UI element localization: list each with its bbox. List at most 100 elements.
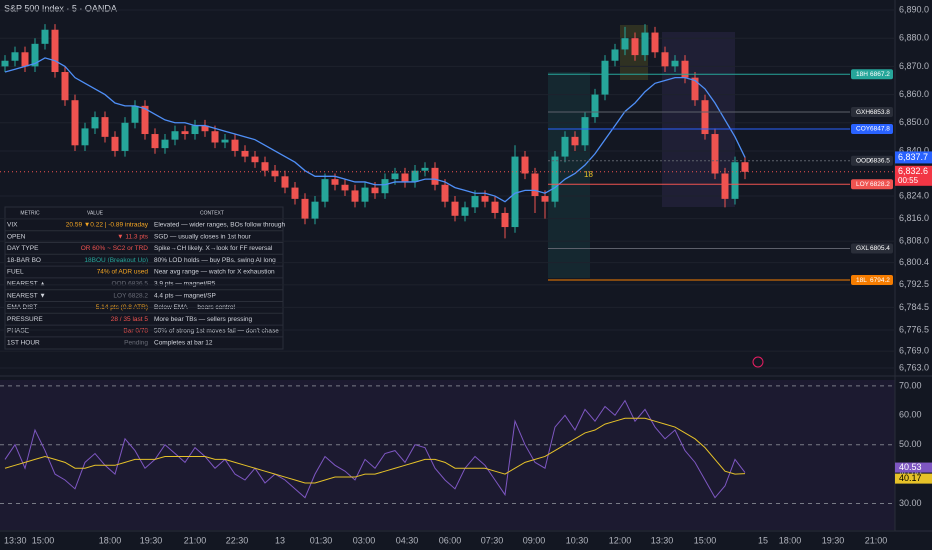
candle-body: [451, 201, 459, 216]
candle-body: [251, 156, 259, 163]
level-tag: [851, 275, 893, 286]
value-tag-label: 40.53: [899, 462, 922, 472]
x-tick-label: 19:30: [140, 535, 163, 545]
candle-body: [591, 94, 599, 118]
candle-body: [61, 72, 69, 101]
level-name: LOY: [856, 181, 870, 188]
level-name: OOD: [856, 158, 871, 165]
candle-body: [151, 134, 159, 149]
info-table: METRIC VALUE CONTEXT VIX 20.59 ▼0.22 | -0.89…: [4, 206, 286, 350]
ema-tag-label: 6,837.7: [898, 152, 928, 162]
table-cell: 50% of strong 1st moves fail — don't cha…: [154, 328, 279, 335]
candle-body: [711, 134, 719, 174]
x-tick-label: 18:00: [99, 535, 122, 545]
alert-icon[interactable]: [752, 356, 764, 368]
x-tick-label: 15: [758, 535, 768, 545]
candle-body: [651, 32, 659, 53]
candle-body: [201, 125, 209, 132]
table-cell: LOY 6828.2: [113, 292, 148, 299]
candle-body: [391, 173, 399, 180]
candle-body: [291, 187, 299, 199]
table-cell: 4.4 pts — magnet/SP: [154, 292, 216, 299]
table-header: VALUE: [87, 210, 104, 216]
candle-body: [81, 128, 89, 146]
candle-body: [91, 117, 99, 129]
candle-body: [611, 49, 619, 61]
candle-body: [691, 77, 699, 101]
x-tick-label: 01:30: [310, 535, 333, 545]
x-tick-label: 13: [275, 535, 285, 545]
candle-body: [241, 150, 249, 157]
candle-body: [131, 105, 139, 123]
x-tick-label: 13:30: [651, 535, 674, 545]
level-value: 6867.2: [870, 71, 890, 78]
x-tick-label: 21:00: [865, 535, 888, 545]
candle-body: [471, 196, 479, 208]
x-tick-label: 10:30: [566, 535, 589, 545]
candle-body: [311, 201, 319, 219]
candle-body: [481, 196, 489, 202]
table-cell: OPEN: [7, 233, 26, 240]
value-tag-label: 40.17: [899, 473, 922, 483]
level-value: 6847.8: [870, 126, 890, 133]
y-tick-label: 6,850.0: [899, 117, 929, 127]
table-cell: Completes at bar 12: [154, 340, 213, 347]
candle-body: [281, 176, 289, 188]
table-cell: OR 60% ~ SC2 or TRD: [81, 245, 149, 252]
candle-body: [121, 122, 129, 151]
x-tick-label: 15:00: [694, 535, 717, 545]
y-tick-label: 6,800.4: [899, 257, 929, 267]
y-tick-label: 6,840.0: [899, 145, 929, 155]
candle-body: [371, 187, 379, 194]
candle-body: [381, 179, 389, 194]
level-tag: [851, 155, 893, 166]
candle-body: [111, 136, 119, 151]
table-cell: 20.59 ▼0.22 | -0.89 intraday: [66, 222, 149, 229]
y-tick-label: 6,890.0: [899, 4, 929, 14]
candle-body: [621, 38, 629, 50]
candle-body: [671, 60, 679, 67]
candle-body: [741, 162, 749, 172]
candle-body: [511, 156, 519, 228]
table-cell: NEAREST ▼: [7, 292, 46, 299]
y-tick-label: 60.00: [899, 410, 922, 420]
candle-body: [531, 173, 539, 197]
table-cell: Near avg range — watch for X exhaustion: [154, 269, 275, 276]
table-cell: 80% LOD holds — buy PBs, swing AI long: [154, 257, 276, 264]
table-cell: Spike→CH likely. X→look for FF reversal: [154, 245, 273, 252]
level-name: 18H: [856, 71, 868, 78]
candle-body: [731, 162, 739, 199]
candle-body: [181, 131, 189, 135]
candle-body: [721, 173, 729, 199]
candle-body: [161, 139, 169, 149]
candle-body: [351, 190, 359, 202]
x-tick-label: 15:00: [32, 535, 55, 545]
candle-body: [561, 136, 569, 157]
candle-body: [51, 29, 59, 73]
candle-body: [341, 184, 349, 191]
x-tick-label: 04:30: [396, 535, 419, 545]
candle-body: [661, 52, 669, 67]
candle-body: [221, 139, 229, 143]
y-tick-label: 6,763.0: [899, 362, 929, 372]
candle-body: [211, 131, 219, 143]
table-header: METRIC: [20, 210, 40, 216]
candle-body: [491, 201, 499, 213]
candle-body: [681, 60, 689, 78]
candle-body: [1, 60, 9, 67]
candle-body: [541, 196, 549, 202]
level-value: 6805.4: [870, 245, 890, 252]
y-tick-label: 70.00: [899, 380, 922, 390]
candle-body: [521, 156, 529, 174]
candle-body: [21, 52, 29, 67]
candle-body: [581, 117, 589, 146]
candle-body: [461, 207, 469, 216]
table-cell: Elevated — wider ranges, BOs follow thro…: [154, 222, 286, 229]
table-cell: SGD — usually closes in 1st hour: [154, 233, 252, 240]
table-cell: Bar 0/78: [123, 328, 148, 335]
level-name: 18L: [856, 277, 867, 284]
value-tag: [895, 473, 932, 484]
y-tick-label: 50.00: [899, 439, 922, 449]
candle-body: [321, 179, 329, 202]
candle-body: [31, 43, 39, 67]
